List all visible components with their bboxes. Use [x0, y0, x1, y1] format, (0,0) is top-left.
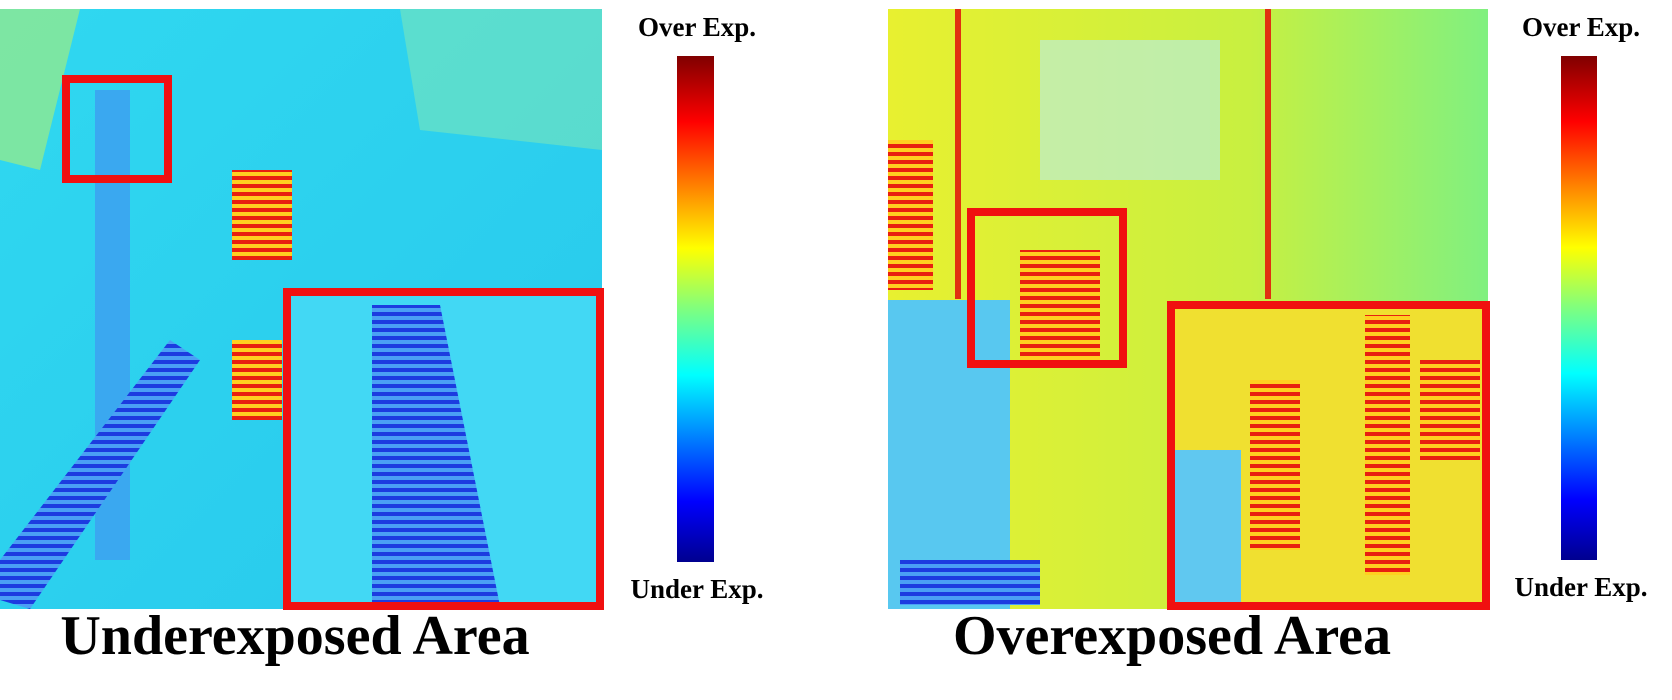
panel-title: Underexposed Area: [60, 605, 529, 667]
scale-top-label: Over Exp.: [1522, 12, 1640, 42]
scale-bottom-label: Under Exp.: [1514, 572, 1647, 602]
panel-title: Overexposed Area: [953, 605, 1391, 667]
scale-bottom-label: Under Exp.: [630, 574, 763, 604]
colorbar: [1561, 56, 1597, 560]
right-heatmap: [888, 9, 1490, 610]
scale-top-label: Over Exp.: [638, 12, 756, 42]
left-heatmap: [0, 9, 604, 610]
colorbar: [677, 56, 714, 562]
